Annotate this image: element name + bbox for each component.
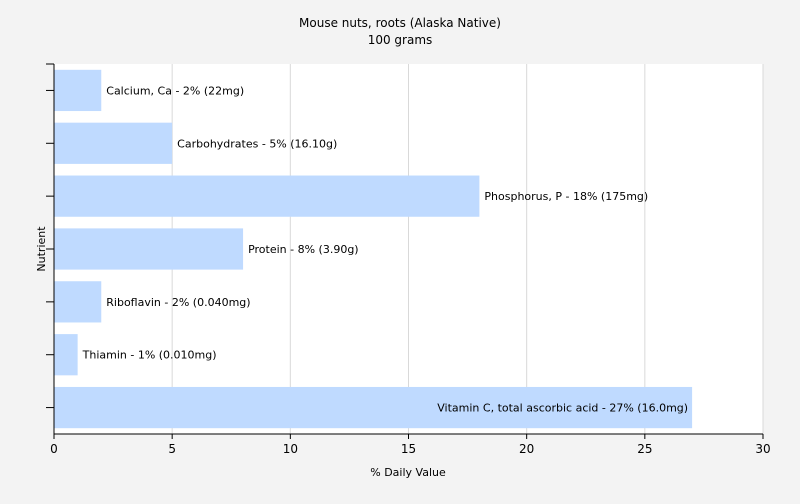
bar bbox=[54, 334, 78, 376]
bar bbox=[54, 228, 244, 270]
plot-area: 0 5 10 15 20 25 30 Calcium, Ca - 2% (22mg) Carbo… bbox=[46, 63, 771, 456]
bar-label: Vitamin C, total ascorbic acid - 27% (16… bbox=[437, 402, 688, 415]
bar bbox=[54, 175, 480, 217]
bar bbox=[54, 122, 173, 164]
x-tick-label: 30 bbox=[755, 442, 770, 456]
y-axis-label: Nutrient bbox=[35, 226, 48, 272]
x-tick-label: 0 bbox=[50, 442, 58, 456]
x-tick-label: 25 bbox=[637, 442, 652, 456]
bar bbox=[54, 386, 693, 429]
bar-label: Riboflavin - 2% (0.040mg) bbox=[106, 296, 250, 309]
bar-label: Carbohydrates - 5% (16.10g) bbox=[177, 137, 337, 150]
x-tick-label: 15 bbox=[401, 442, 416, 456]
bar bbox=[54, 69, 102, 112]
chart-subtitle: 100 grams bbox=[368, 33, 433, 47]
x-tick-label: 10 bbox=[283, 442, 298, 456]
bar-label: Calcium, Ca - 2% (22mg) bbox=[106, 84, 244, 97]
chart-title: Mouse nuts, roots (Alaska Native) bbox=[299, 16, 501, 30]
x-tick-label: 5 bbox=[168, 442, 176, 456]
bar-label: Protein - 8% (3.90g) bbox=[248, 243, 359, 256]
bar bbox=[54, 281, 102, 323]
bar-label: Thiamin - 1% (0.010mg) bbox=[82, 349, 217, 362]
x-axis-label: % Daily Value bbox=[370, 466, 446, 479]
bar-label: Phosphorus, P - 18% (175mg) bbox=[484, 190, 648, 203]
x-tick-label: 20 bbox=[519, 442, 534, 456]
